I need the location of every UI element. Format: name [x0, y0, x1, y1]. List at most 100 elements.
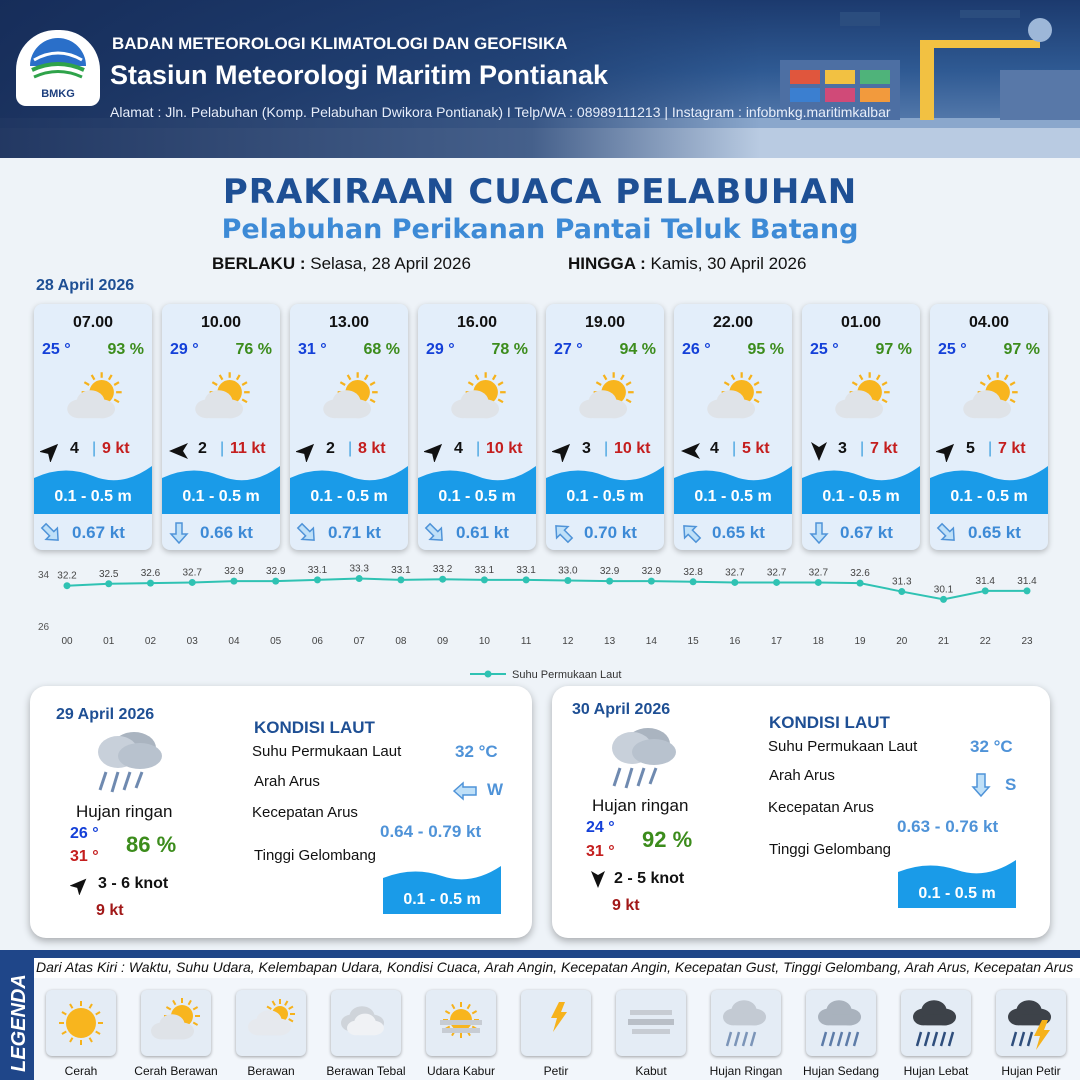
x-tick-label: 19 [854, 636, 866, 647]
sst-point [146, 579, 154, 587]
card-gust: 7 kt [998, 440, 1026, 457]
sst-point [397, 576, 405, 584]
legend-item: Hujan Ringan [701, 990, 791, 1078]
valid-from-value: Selasa, 28 April 2026 [310, 254, 471, 273]
wind-direction-icon [296, 443, 315, 462]
sst-point [522, 576, 530, 584]
card-gust: 11 kt [230, 440, 266, 457]
card-temperature: 29 ° [170, 341, 199, 358]
current-direction-icon [296, 522, 315, 541]
light-rain-icon [612, 728, 676, 789]
card-current-speed: 0.66 kt [200, 523, 253, 542]
data-label: 31.4 [1017, 576, 1037, 587]
x-tick-label: 10 [479, 636, 491, 647]
forecast-card: 19.00 27 ° 94 % 3 | 10 kt 0.1 - 0.5 m 0.… [546, 304, 664, 550]
card-gust: 5 kt [742, 440, 770, 457]
card-wind: 2 | 11 kt [168, 440, 276, 462]
current-speed-value: 0.63 - 0.76 kt [897, 817, 999, 836]
sst-point [689, 578, 697, 586]
legend-label: Hujan Petir [1001, 1064, 1061, 1078]
bmkg-logo: BMKG [16, 30, 100, 106]
sst-label: Suhu Permukaan Laut [252, 743, 402, 760]
partly-cloudy-icon [835, 372, 890, 419]
data-label: 32.9 [600, 566, 620, 577]
x-tick-label: 04 [228, 636, 240, 647]
x-tick-label: 02 [145, 636, 157, 647]
legend-label: Kabut [635, 1064, 667, 1078]
legend-item: Petir [511, 990, 601, 1078]
data-label: 33.1 [516, 565, 536, 576]
card-gust: 8 kt [358, 440, 386, 457]
card-humidity: 93 % [107, 341, 144, 358]
data-label: 33.1 [391, 565, 411, 576]
card-humidity: 97 % [875, 341, 912, 358]
legend-icon-box [46, 990, 116, 1056]
data-label: 32.8 [683, 567, 703, 578]
x-tick-label: 13 [604, 636, 616, 647]
legend-icon-box [236, 990, 306, 1056]
x-tick-label: 08 [395, 636, 407, 647]
wind-direction-icon [70, 878, 87, 895]
x-tick-label: 05 [270, 636, 282, 647]
legend-label: Berawan [247, 1064, 295, 1078]
card-temperature: 29 ° [426, 341, 455, 358]
wave-height-label: Tinggi Gelombang [254, 847, 377, 864]
card-current-speed: 0.70 kt [584, 523, 637, 542]
day-humidity: 92 % [642, 827, 693, 852]
legend-label: Berawan Tebal [326, 1064, 406, 1078]
card-humidity: 68 % [363, 341, 400, 358]
sst-point [731, 578, 739, 586]
wind-direction-icon [681, 443, 700, 459]
card-separator: | [348, 440, 353, 457]
card-separator: | [988, 440, 993, 457]
wind-direction-icon [552, 443, 571, 462]
wind-direction-icon [811, 442, 827, 461]
sst-point [940, 595, 948, 603]
wind-direction-icon [169, 443, 188, 459]
card-wind: 3 | 7 kt [808, 440, 916, 462]
day-wind-speed: 2 - 5 knot [614, 870, 685, 887]
data-label: 33.3 [349, 564, 369, 575]
card-time: 22.00 [712, 314, 754, 331]
x-tick-label: 16 [729, 636, 741, 647]
x-tick-label: 03 [187, 636, 199, 647]
hujan-petir-icon [1008, 1000, 1052, 1050]
card-wind-speed: 2 [326, 440, 335, 457]
x-tick-label: 23 [1021, 636, 1033, 647]
legend-label: Hujan Lebat [903, 1064, 969, 1078]
data-label: 32.6 [141, 568, 161, 579]
kabut-icon [628, 1010, 674, 1034]
card-current: 0.67 kt [808, 520, 916, 546]
legend-item: Hujan Lebat [891, 990, 981, 1078]
current-direction-icon [424, 522, 443, 541]
wave-icon [34, 466, 152, 514]
card-wind-speed: 3 [582, 440, 591, 457]
card-current-speed: 0.67 kt [72, 523, 125, 542]
sea-condition-heading: KONDISI LAUT [254, 718, 375, 737]
x-tick-label: 18 [813, 636, 825, 647]
logo-text: BMKG [41, 88, 75, 100]
x-tick-label: 00 [61, 636, 73, 647]
card-wind-speed: 2 [198, 440, 207, 457]
current-direction-icon [936, 522, 955, 541]
card-wind: 4 | 5 kt [680, 440, 788, 462]
card-wind: 2 | 8 kt [296, 440, 404, 462]
data-label: 31.4 [976, 576, 996, 587]
data-label: 32.7 [809, 567, 829, 578]
card-current: 0.70 kt [552, 520, 660, 546]
wave-height-value: 0.1 - 0.5 m [403, 891, 481, 908]
sst-point [898, 588, 906, 596]
legend-label: Cerah Berawan [134, 1064, 218, 1078]
x-tick-label: 07 [354, 636, 366, 647]
wind-direction-icon [424, 443, 443, 462]
card-humidity: 76 % [235, 341, 272, 358]
sst-point [439, 575, 447, 583]
wave-icon [930, 466, 1048, 514]
legend-icon-box [616, 990, 686, 1056]
day-date: 30 April 2026 [572, 701, 671, 718]
x-tick-label: 21 [938, 636, 950, 647]
wind-direction-icon [936, 443, 955, 462]
card-time: 10.00 [200, 314, 242, 331]
current-direction-icon [683, 525, 702, 544]
x-tick-label: 15 [688, 636, 700, 647]
